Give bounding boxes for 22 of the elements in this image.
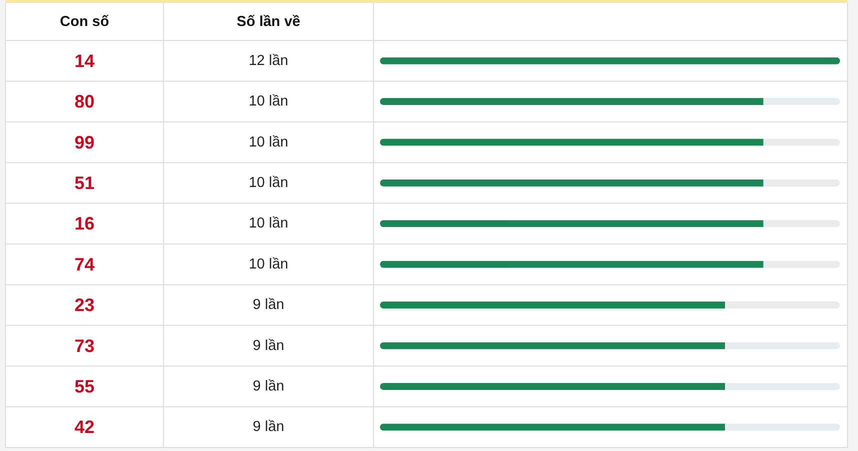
y-tick-label: 16 bbox=[74, 214, 95, 234]
data-label: 12 lần bbox=[248, 52, 288, 69]
y-tick-label: 73 bbox=[74, 336, 95, 356]
y-axis-title: Con số bbox=[60, 14, 110, 30]
x-axis-title: Số lần về bbox=[236, 14, 300, 30]
data-label: 10 lần bbox=[248, 134, 288, 150]
y-tick-label: 55 bbox=[74, 376, 95, 396]
y-tick-label: 14 bbox=[74, 50, 95, 71]
data-label: 9 lần bbox=[252, 419, 284, 436]
data-label: 9 lần bbox=[252, 378, 284, 394]
y-tick-label: 42 bbox=[74, 417, 95, 438]
y-tick-label: 23 bbox=[74, 295, 95, 316]
data-label: 10 lần bbox=[248, 216, 288, 232]
y-tick-label: 99 bbox=[74, 132, 95, 152]
data-label: 10 lần bbox=[248, 256, 288, 272]
y-tick-label: 51 bbox=[74, 172, 95, 193]
data-label: 10 lần bbox=[248, 94, 288, 110]
data-label: 9 lần bbox=[252, 297, 284, 314]
data-label: 9 lần bbox=[252, 338, 284, 354]
y-tick-label: 74 bbox=[74, 254, 95, 274]
y-tick-label: 80 bbox=[74, 92, 95, 112]
data-label: 10 lần bbox=[248, 174, 288, 191]
